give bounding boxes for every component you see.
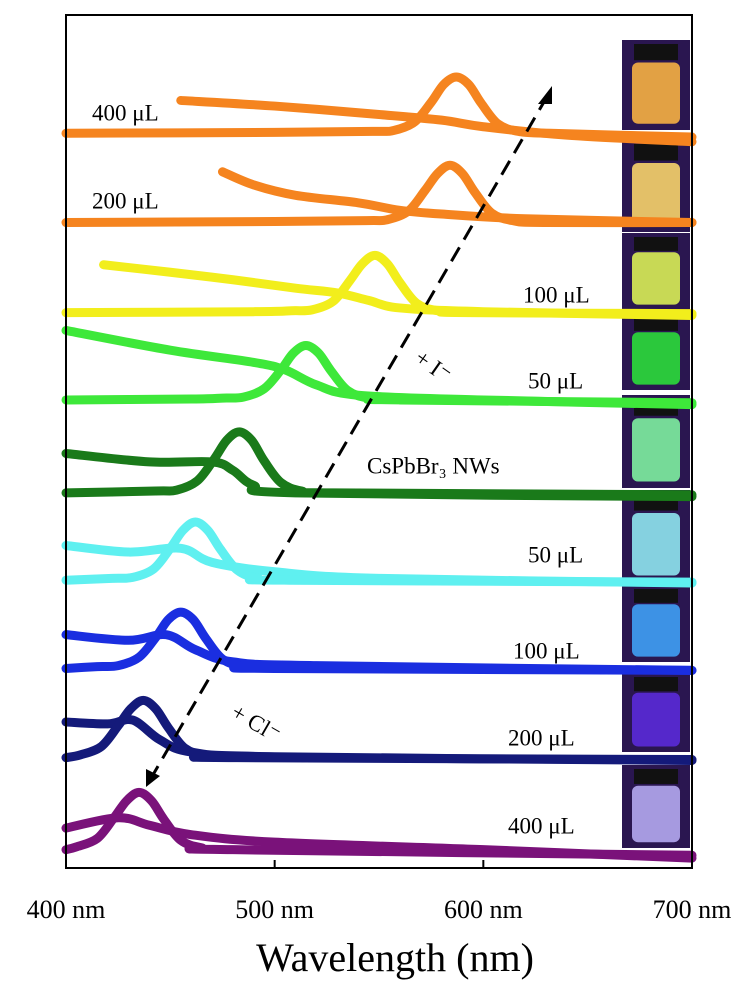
x-axis-label: Wavelength (nm) bbox=[256, 935, 534, 980]
vial-glass bbox=[632, 163, 680, 226]
vial-glass bbox=[632, 63, 680, 124]
series-label: 200 μL bbox=[508, 725, 575, 750]
x-tick-label: 400 nm bbox=[27, 895, 106, 924]
emission-line bbox=[66, 165, 692, 222]
annotation: + I⁻ bbox=[410, 345, 456, 388]
x-tick-label: 700 nm bbox=[653, 895, 732, 924]
series-label: 50 μL bbox=[528, 542, 583, 567]
vial-cap bbox=[634, 769, 678, 784]
vial-glass bbox=[632, 332, 680, 384]
absorption-line bbox=[223, 172, 693, 223]
series-label: 200 μL bbox=[92, 188, 159, 213]
series-label: 400 μL bbox=[92, 100, 159, 125]
arrow-head bbox=[538, 86, 552, 104]
series-label: 400 μL bbox=[508, 813, 575, 838]
vial-cap bbox=[634, 44, 678, 60]
absorption-line bbox=[66, 330, 692, 404]
emission-line bbox=[66, 77, 692, 137]
x-tick-label: 600 nm bbox=[444, 895, 523, 924]
emission-line bbox=[66, 612, 692, 670]
series-label: CsPbBr₃ NWs bbox=[367, 453, 500, 478]
vial-cap bbox=[634, 589, 678, 603]
series-label: 100 μL bbox=[513, 638, 580, 663]
vial-glass bbox=[632, 693, 680, 747]
vial-glass bbox=[632, 418, 680, 481]
vial-cap bbox=[634, 144, 678, 161]
vial-photos bbox=[622, 40, 690, 848]
vial-cap bbox=[634, 237, 678, 251]
vial-glass bbox=[632, 252, 680, 304]
vial-glass bbox=[632, 786, 680, 842]
vial-glass bbox=[632, 604, 680, 656]
chart: + I⁻ + Cl⁻ Wavelength (nm) 400 nm 500 nm 6… bbox=[0, 0, 748, 990]
x-tick-label: 500 nm bbox=[235, 895, 314, 924]
series-label: 50 μL bbox=[528, 368, 583, 393]
arrow-head bbox=[146, 769, 160, 787]
vial-cap bbox=[634, 677, 678, 691]
vial-glass bbox=[632, 513, 680, 576]
annotation: + Cl⁻ bbox=[227, 699, 285, 747]
series-label: 100 μL bbox=[523, 282, 590, 307]
emission-line bbox=[66, 700, 692, 759]
